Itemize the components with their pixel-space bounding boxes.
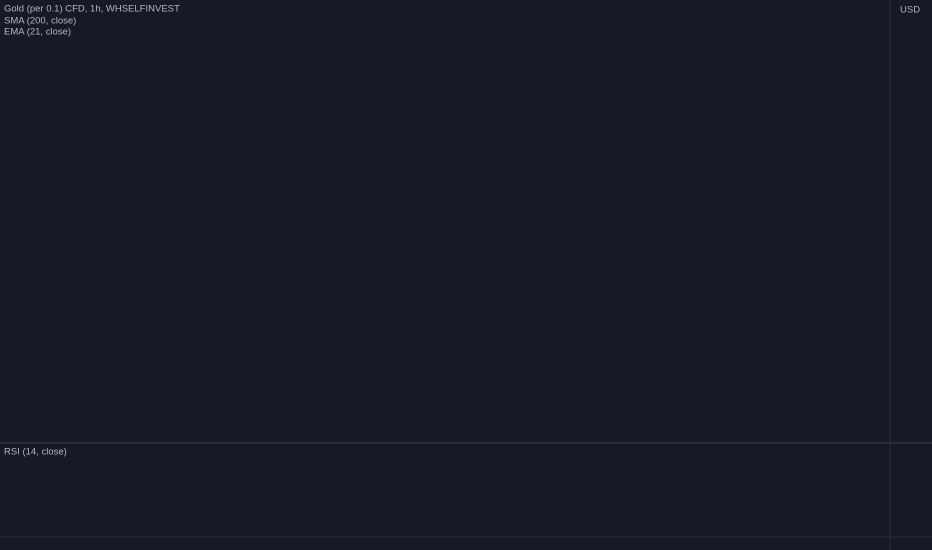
legend-ema: EMA (21, close) [4, 27, 71, 38]
currency: USD [900, 5, 920, 16]
chart-title: Gold (per 0.1) CFD, 1h, WHSELFINVEST [4, 4, 180, 15]
rsi-title: RSI (14, close) [4, 447, 67, 458]
legend-sma: SMA (200, close) [4, 16, 76, 27]
